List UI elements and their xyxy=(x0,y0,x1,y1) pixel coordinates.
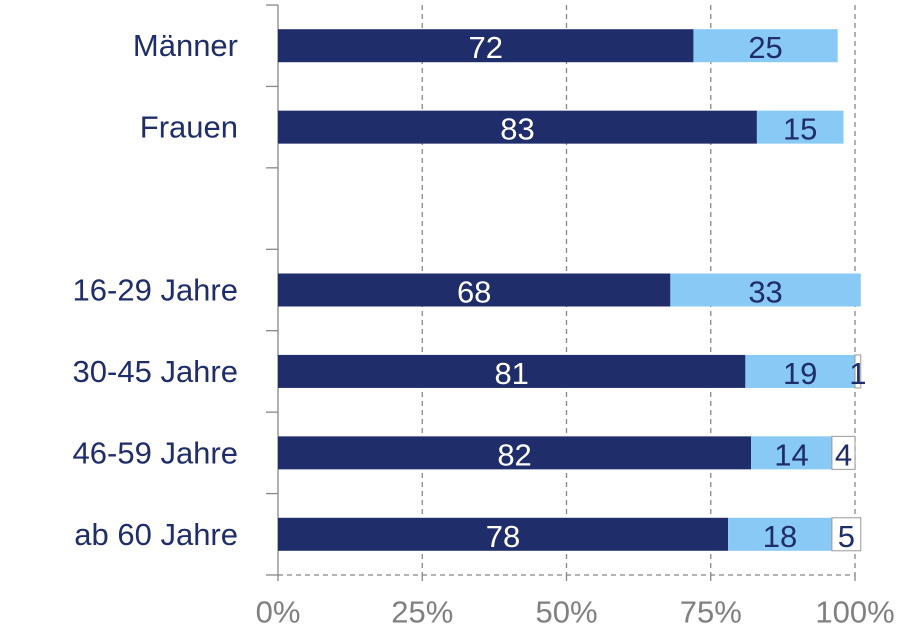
data-label: 72 xyxy=(468,30,502,65)
data-label: 82 xyxy=(497,437,531,472)
bar-segment xyxy=(278,29,694,63)
data-label: 78 xyxy=(486,519,520,554)
y-tick-label: 16-29 Jahre xyxy=(73,273,238,308)
data-label: 68 xyxy=(457,275,491,310)
data-label: 15 xyxy=(783,112,817,147)
bar-segment xyxy=(278,517,729,551)
bar-segment xyxy=(278,110,757,144)
y-tick-label: Frauen xyxy=(140,110,238,145)
bar-segment xyxy=(831,517,862,552)
bar-segment xyxy=(278,436,752,470)
y-tick-label: 46-59 Jahre xyxy=(73,435,238,470)
data-label: 19 xyxy=(783,356,817,391)
y-tick-label: ab 60 Jahre xyxy=(74,517,238,552)
bar-segment xyxy=(670,273,861,307)
bar-segment xyxy=(728,517,832,551)
data-label: 83 xyxy=(500,112,534,147)
y-tick-label: 30-45 Jahre xyxy=(73,354,238,389)
x-tick-label: 25% xyxy=(391,595,453,630)
y-tick-label: Männer xyxy=(133,28,238,63)
bar-segment xyxy=(278,354,746,388)
data-label: 81 xyxy=(494,356,528,391)
bar-segment xyxy=(854,354,862,389)
bar-segment xyxy=(831,435,856,470)
data-label: 14 xyxy=(774,437,808,472)
data-label: 1 xyxy=(849,356,866,391)
bar-segment xyxy=(751,436,832,470)
x-tick-label: 75% xyxy=(680,595,742,630)
data-label: 18 xyxy=(763,519,797,554)
x-tick-label: 0% xyxy=(256,595,301,630)
data-label: 25 xyxy=(748,30,782,65)
bar-segment xyxy=(745,354,855,388)
data-label: 5 xyxy=(838,519,855,554)
data-label: 4 xyxy=(835,437,852,472)
bar-segment xyxy=(278,273,671,307)
x-tick-label: 50% xyxy=(535,595,597,630)
data-label: 33 xyxy=(748,275,782,310)
x-tick-label: 100% xyxy=(815,595,894,630)
bar-segment xyxy=(693,29,838,63)
bar-segment xyxy=(756,110,844,144)
